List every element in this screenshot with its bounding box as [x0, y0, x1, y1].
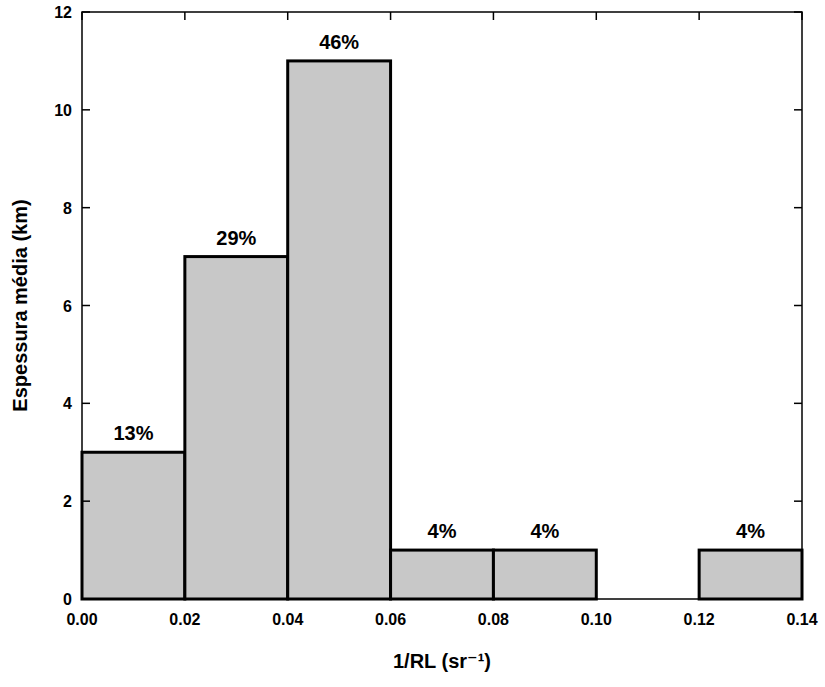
x-tick — [184, 591, 186, 599]
percent-label: 46% — [319, 31, 359, 53]
x-tick — [287, 591, 289, 599]
x-tick-label: 0.00 — [66, 611, 97, 628]
y-axis-label: Espessura média (km) — [9, 199, 31, 411]
y-tick-right — [794, 109, 802, 111]
bar — [699, 550, 802, 599]
x-tick — [698, 591, 700, 599]
plot-frame — [82, 12, 802, 599]
bar — [82, 452, 185, 599]
bar — [288, 61, 391, 599]
x-tick — [390, 591, 392, 599]
percent-label: 4% — [736, 520, 765, 542]
y-tick-label: 8 — [63, 200, 72, 217]
x-tick-top — [81, 12, 83, 20]
y-tick-right — [794, 598, 802, 600]
chart: 0.00 0.02 0.04 0.06 0.08 0.10 0.12 0.14 0 2 4 6 8 10 1… — [0, 0, 825, 687]
y-tick-label: 12 — [54, 4, 72, 21]
x-tick-top — [184, 12, 186, 20]
x-axis-label: 1/RL (sr⁻¹) — [393, 650, 491, 672]
y-tick-right — [794, 403, 802, 405]
y-tick — [82, 109, 90, 111]
y-tick-right — [794, 11, 802, 13]
percent-label: 29% — [216, 227, 256, 249]
y-tick-label: 6 — [63, 298, 72, 315]
x-tick-top — [801, 12, 803, 20]
x-tick-label: 0.08 — [478, 611, 509, 628]
x-tick-label: 0.14 — [786, 611, 817, 628]
bar — [493, 550, 596, 599]
y-tick-label: 4 — [63, 395, 72, 412]
bar — [391, 550, 494, 599]
x-tick-top — [287, 12, 289, 20]
x-tick — [596, 591, 598, 599]
x-tick-top — [698, 12, 700, 20]
y-tick-right — [794, 500, 802, 502]
x-tick — [81, 591, 83, 599]
y-tick — [82, 598, 90, 600]
x-tick-label: 0.02 — [169, 611, 200, 628]
percent-label: 4% — [530, 520, 559, 542]
y-tick-label: 10 — [54, 102, 72, 119]
x-tick-label: 0.10 — [581, 611, 612, 628]
x-tick-label: 0.12 — [684, 611, 715, 628]
y-tick — [82, 207, 90, 209]
x-tick-top — [596, 12, 598, 20]
percent-label: 4% — [428, 520, 457, 542]
x-tick-label: 0.04 — [272, 611, 303, 628]
y-tick — [82, 305, 90, 307]
y-tick-right — [794, 207, 802, 209]
x-tick-top — [493, 12, 495, 20]
x-tick-top — [390, 12, 392, 20]
y-tick — [82, 403, 90, 405]
y-tick — [82, 11, 90, 13]
y-tick — [82, 500, 90, 502]
y-tick-right — [794, 305, 802, 307]
y-tick-label: 0 — [63, 591, 72, 608]
x-tick — [801, 591, 803, 599]
x-tick — [493, 591, 495, 599]
y-tick-label: 2 — [63, 493, 72, 510]
bars — [82, 61, 802, 599]
x-tick-label: 0.06 — [375, 611, 406, 628]
percent-label: 13% — [113, 422, 153, 444]
bar — [185, 257, 288, 599]
